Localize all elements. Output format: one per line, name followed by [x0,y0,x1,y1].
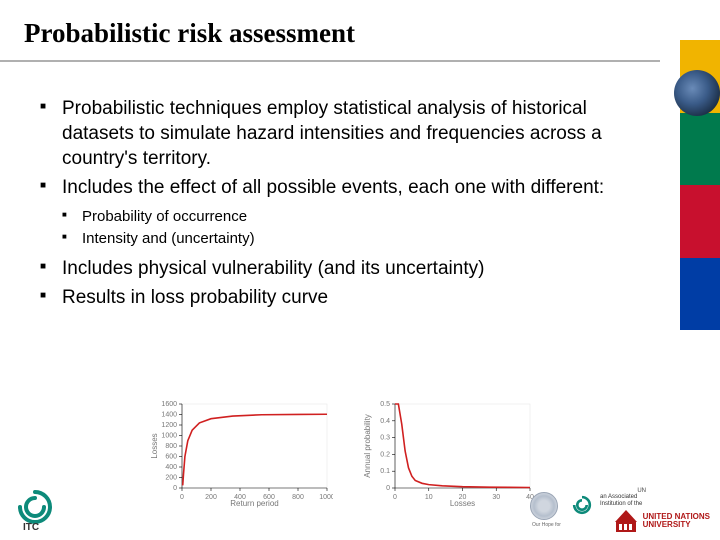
bullet-item: Includes the effect of all possible even… [40,175,650,250]
bullet-list: Probabilistic techniques employ statisti… [40,96,650,310]
svg-text:0.2: 0.2 [380,451,390,458]
un-emblem-icon [530,492,558,520]
chart-right-svg: 00.10.20.30.40.5010203040LossesAnnual pr… [361,398,536,508]
sub-bullet-item: Intensity and (uncertainty) [62,228,650,250]
bullet-text: Includes the effect of all possible even… [62,177,604,198]
assoc-line1: an Associated [600,494,637,500]
itc-logo-svg: ITC [12,486,58,532]
slide-title: Probabilistic risk assessment [24,18,660,49]
svg-text:400: 400 [165,464,177,471]
svg-text:0.4: 0.4 [380,418,390,425]
svg-text:Losses: Losses [450,499,475,508]
chart-left-svg: 0200400600800100012001400160002004006008… [148,398,333,508]
svg-text:0.3: 0.3 [380,435,390,442]
bullet-item: Includes physical vulnerability (and its… [40,256,650,281]
svg-text:1200: 1200 [161,422,177,429]
assoc-line2: Institution of the [600,501,642,507]
unu-icon [613,508,639,534]
itc-logo: ITC [12,486,58,532]
svg-text:0: 0 [386,485,390,492]
sub-bullet-item: Probability of occurrence [62,206,650,228]
svg-text:200: 200 [205,494,217,501]
svg-text:0: 0 [180,494,184,501]
unu-line2: UNIVERSITY [643,520,691,529]
svg-text:10: 10 [425,494,433,501]
svg-text:800: 800 [165,443,177,450]
itc-logo-text: ITC [23,522,39,532]
bullet-item: Results in loss probability curve [40,285,650,310]
content-area: Probabilistic techniques employ statisti… [40,96,650,314]
unu-text: UNITED NATIONS UNIVERSITY [643,513,710,530]
bullet-item: Probabilistic techniques employ statisti… [40,96,650,171]
band-green [680,113,720,186]
band-red [680,185,720,258]
svg-text:Return period: Return period [230,499,278,508]
svg-text:1400: 1400 [161,412,177,419]
svg-text:0.5: 0.5 [380,401,390,408]
charts-row: 0200400600800100012001400160002004006008… [148,398,536,508]
svg-text:200: 200 [165,475,177,482]
svg-text:30: 30 [492,494,500,501]
partner-logos: UN an Associated Institution of the Our … [520,488,710,534]
globe-icon [674,70,720,116]
hope-text: Our Hope for [532,522,561,528]
svg-text:Annual probability: Annual probability [363,414,372,478]
title-underline [0,60,660,62]
slide: Probabilistic risk assessment Probabilis… [0,0,720,540]
svg-text:0: 0 [173,485,177,492]
band-blue [680,258,720,331]
svg-text:1000: 1000 [319,494,333,501]
svg-text:600: 600 [165,454,177,461]
svg-text:1600: 1600 [161,401,177,408]
svg-text:0: 0 [393,494,397,501]
chart-right: 00.10.20.30.40.5010203040LossesAnnual pr… [361,398,536,508]
svg-text:0.1: 0.1 [380,468,390,475]
chart-left: 0200400600800100012001400160002004006008… [148,398,333,508]
sub-bullet-list: Probability of occurrence Intensity and … [62,206,650,250]
unu-logo: UNITED NATIONS UNIVERSITY [613,508,710,534]
assoc-text: an Associated Institution of the [600,494,642,508]
svg-text:1000: 1000 [161,433,177,440]
title-wrap: Probabilistic risk assessment [24,18,660,49]
svg-text:800: 800 [292,494,304,501]
itc-mini-logo [570,494,594,523]
svg-text:Losses: Losses [150,433,159,458]
